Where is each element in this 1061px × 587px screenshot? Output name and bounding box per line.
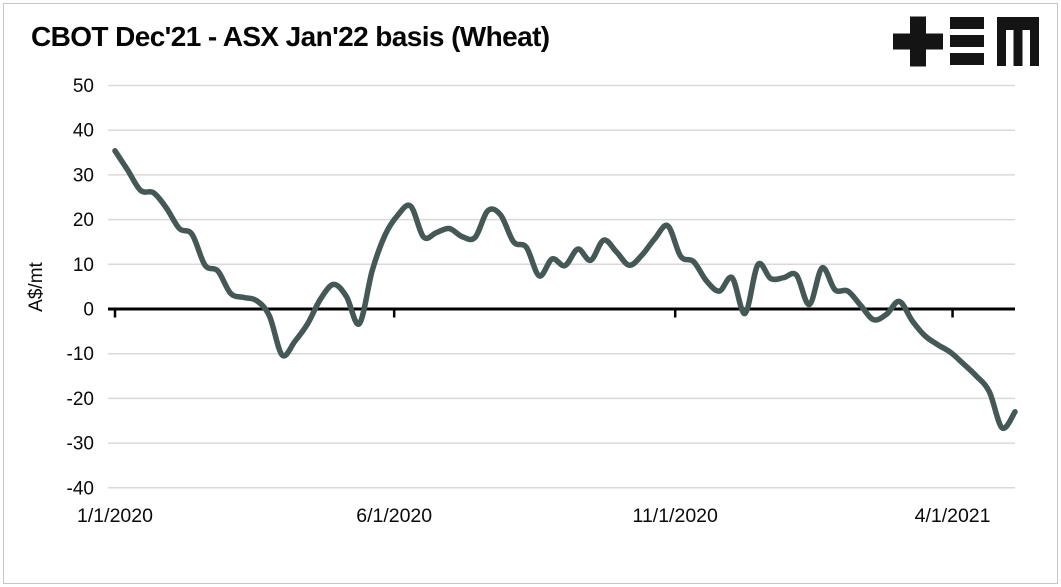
svg-text:11/1/2020: 11/1/2020: [633, 505, 718, 527]
basis-series-line: [112, 148, 1018, 432]
x-axis-ticks: [113, 309, 954, 318]
svg-text:-20: -20: [67, 389, 94, 410]
x-axis-tick-labels: 1/1/2020 6/1/2020 11/1/2020 4/1/2021: [77, 505, 990, 527]
y-axis-tick-labels: 50 40 30 20 10 0 -10 -20 -30 -40: [67, 76, 94, 499]
tem-logo: [893, 16, 1039, 67]
svg-text:-10: -10: [67, 344, 94, 365]
svg-text:30: 30: [73, 165, 94, 186]
logo-plus-glyph: [893, 16, 943, 67]
gridlines: [108, 84, 1015, 489]
svg-text:10: 10: [73, 255, 94, 276]
y-axis-title: A$/mt: [26, 261, 47, 311]
logo-bars-glyph: [950, 17, 984, 65]
svg-text:0: 0: [83, 300, 94, 321]
chart-title: CBOT Dec'21 - ASX Jan'22 basis (Wheat): [31, 21, 550, 52]
logo-m-glyph: [997, 17, 1039, 66]
svg-text:-40: -40: [67, 478, 94, 499]
svg-text:1/1/2020: 1/1/2020: [77, 505, 153, 527]
svg-text:4/1/2021: 4/1/2021: [915, 505, 991, 527]
svg-text:20: 20: [73, 210, 94, 231]
svg-text:50: 50: [73, 76, 94, 97]
svg-text:6/1/2020: 6/1/2020: [356, 505, 432, 527]
svg-text:-30: -30: [67, 434, 94, 455]
svg-text:40: 40: [73, 121, 94, 142]
